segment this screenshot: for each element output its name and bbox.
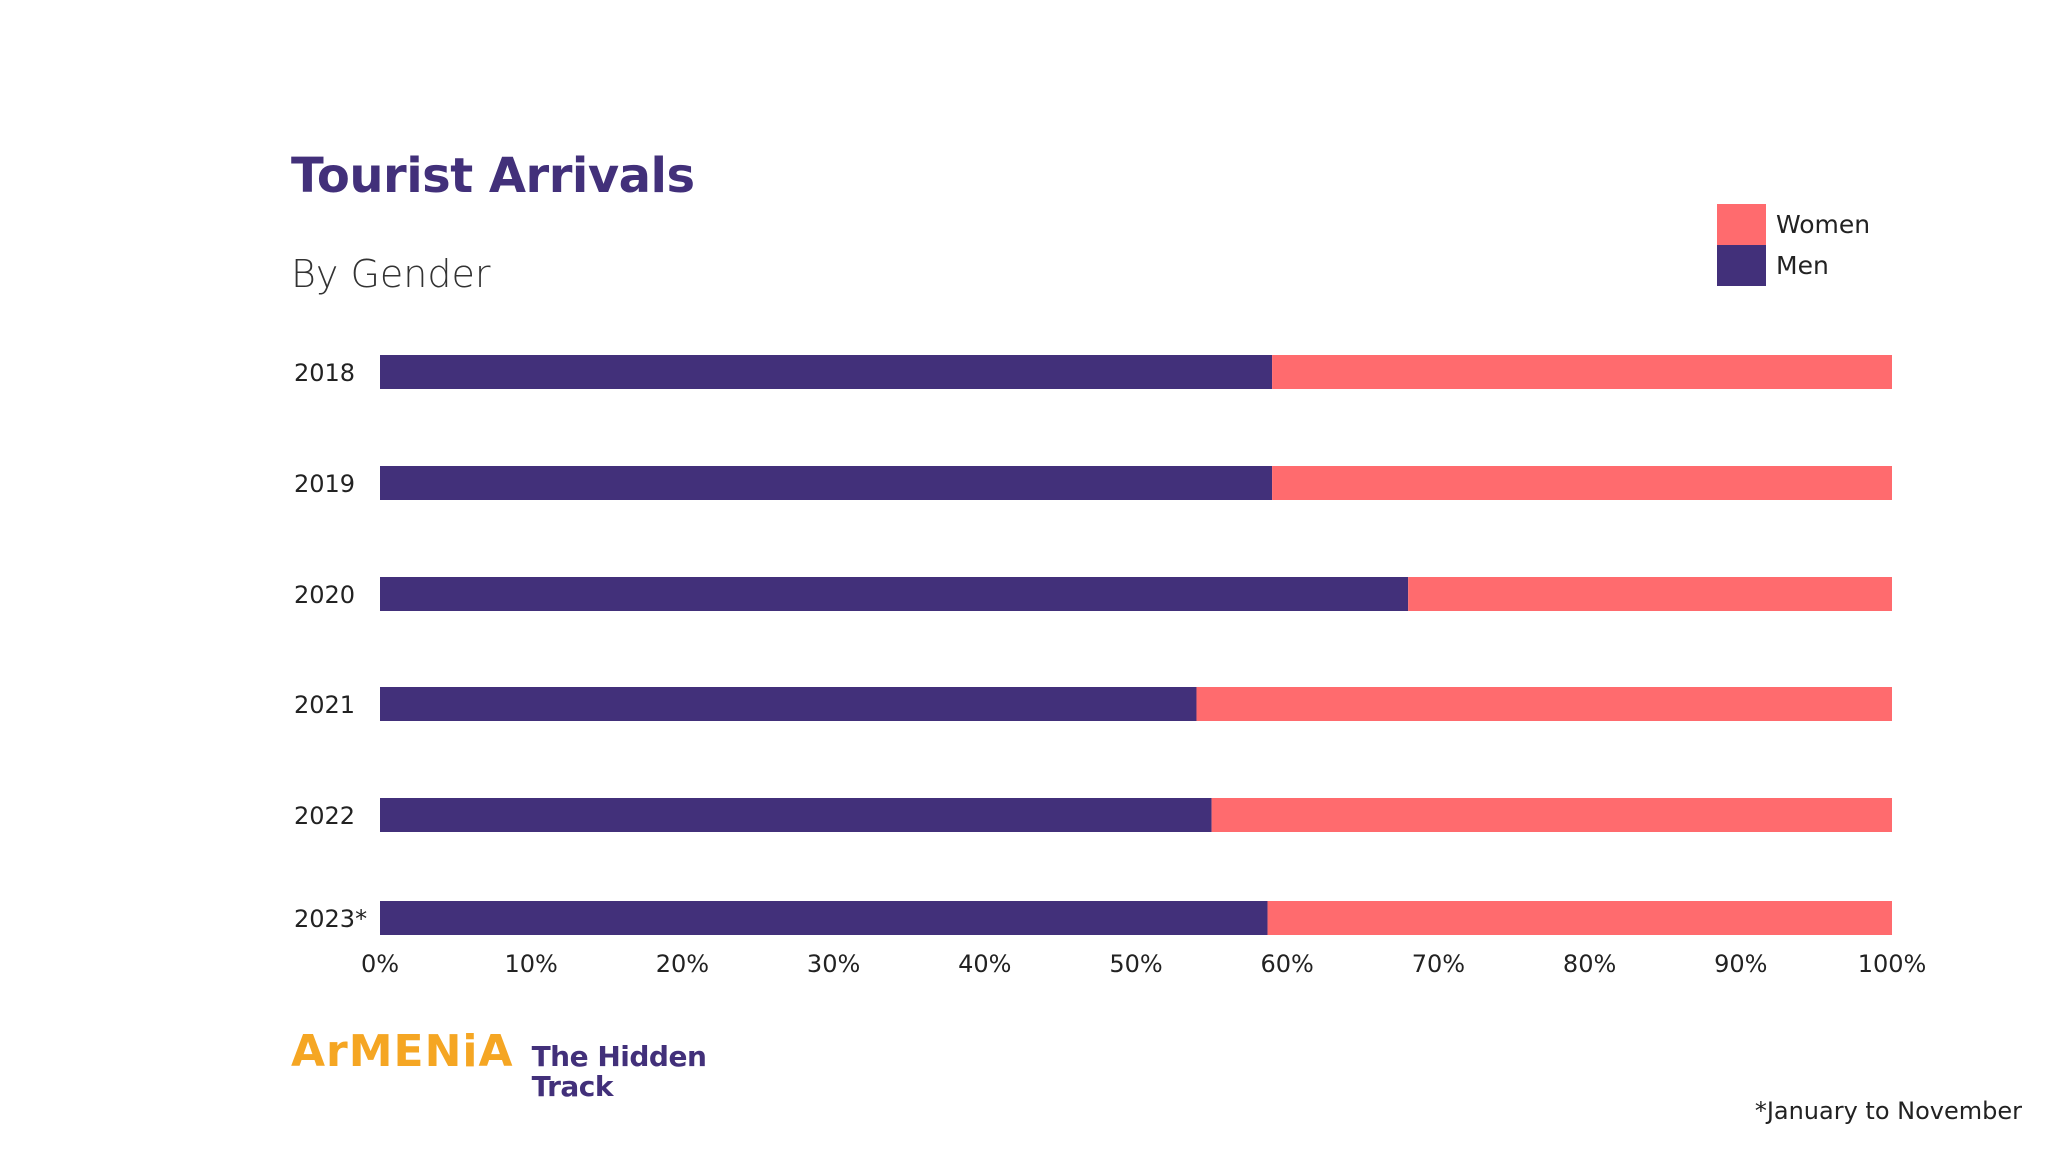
x-tick-label: 100%: [1858, 950, 1927, 978]
x-tick-label: 80%: [1563, 950, 1616, 978]
category-label: 2018: [294, 359, 355, 387]
bar-women-2020: [1408, 577, 1892, 611]
legend-item-men: Men: [1717, 245, 1870, 286]
bar-men-2018: [380, 355, 1273, 389]
chart-title: Tourist Arrivals: [291, 148, 695, 204]
logo-tagline-line2: Track: [531, 1070, 614, 1103]
logo-tagline-line1: The Hidden: [531, 1040, 707, 1073]
category-label: 2023*: [294, 905, 367, 933]
bar-men-2019: [380, 466, 1273, 500]
bar-women-2022: [1211, 798, 1892, 832]
x-tick-label: 90%: [1714, 950, 1767, 978]
bar-women-2019: [1272, 466, 1892, 500]
x-tick-label: 30%: [807, 950, 860, 978]
bar-women-2021: [1196, 687, 1892, 721]
category-label: 2021: [294, 691, 355, 719]
x-tick-label: 50%: [1109, 950, 1162, 978]
bar-men-2023: [380, 901, 1268, 935]
x-tick-label: 60%: [1261, 950, 1314, 978]
bar-women-2023: [1267, 901, 1892, 935]
bar-women-2018: [1272, 355, 1892, 389]
legend-item-women: Women: [1717, 204, 1870, 245]
bar-men-2022: [380, 798, 1212, 832]
x-tick-label: 0%: [361, 950, 399, 978]
brand-logo: ArMENiA The Hidden Track: [291, 1026, 707, 1102]
legend-label-men: Men: [1776, 251, 1829, 280]
x-tick-label: 10%: [505, 950, 558, 978]
legend: Women Men: [1717, 204, 1870, 286]
category-label: 2019: [294, 470, 355, 498]
category-label: 2022: [294, 802, 355, 830]
logo-brand-text: ArMENiA: [291, 1026, 514, 1077]
x-tick-label: 70%: [1412, 950, 1465, 978]
bar-men-2021: [380, 687, 1197, 721]
legend-swatch-women: [1717, 204, 1766, 245]
chart-subtitle: By Gender: [291, 252, 491, 296]
x-tick-label: 20%: [656, 950, 709, 978]
x-tick-label: 40%: [958, 950, 1011, 978]
logo-tagline: The Hidden Track: [532, 1042, 707, 1102]
legend-swatch-men: [1717, 245, 1766, 286]
footnote: *January to November: [1754, 1097, 2022, 1125]
legend-label-women: Women: [1776, 210, 1871, 239]
bar-men-2020: [380, 577, 1409, 611]
category-label: 2020: [294, 581, 355, 609]
